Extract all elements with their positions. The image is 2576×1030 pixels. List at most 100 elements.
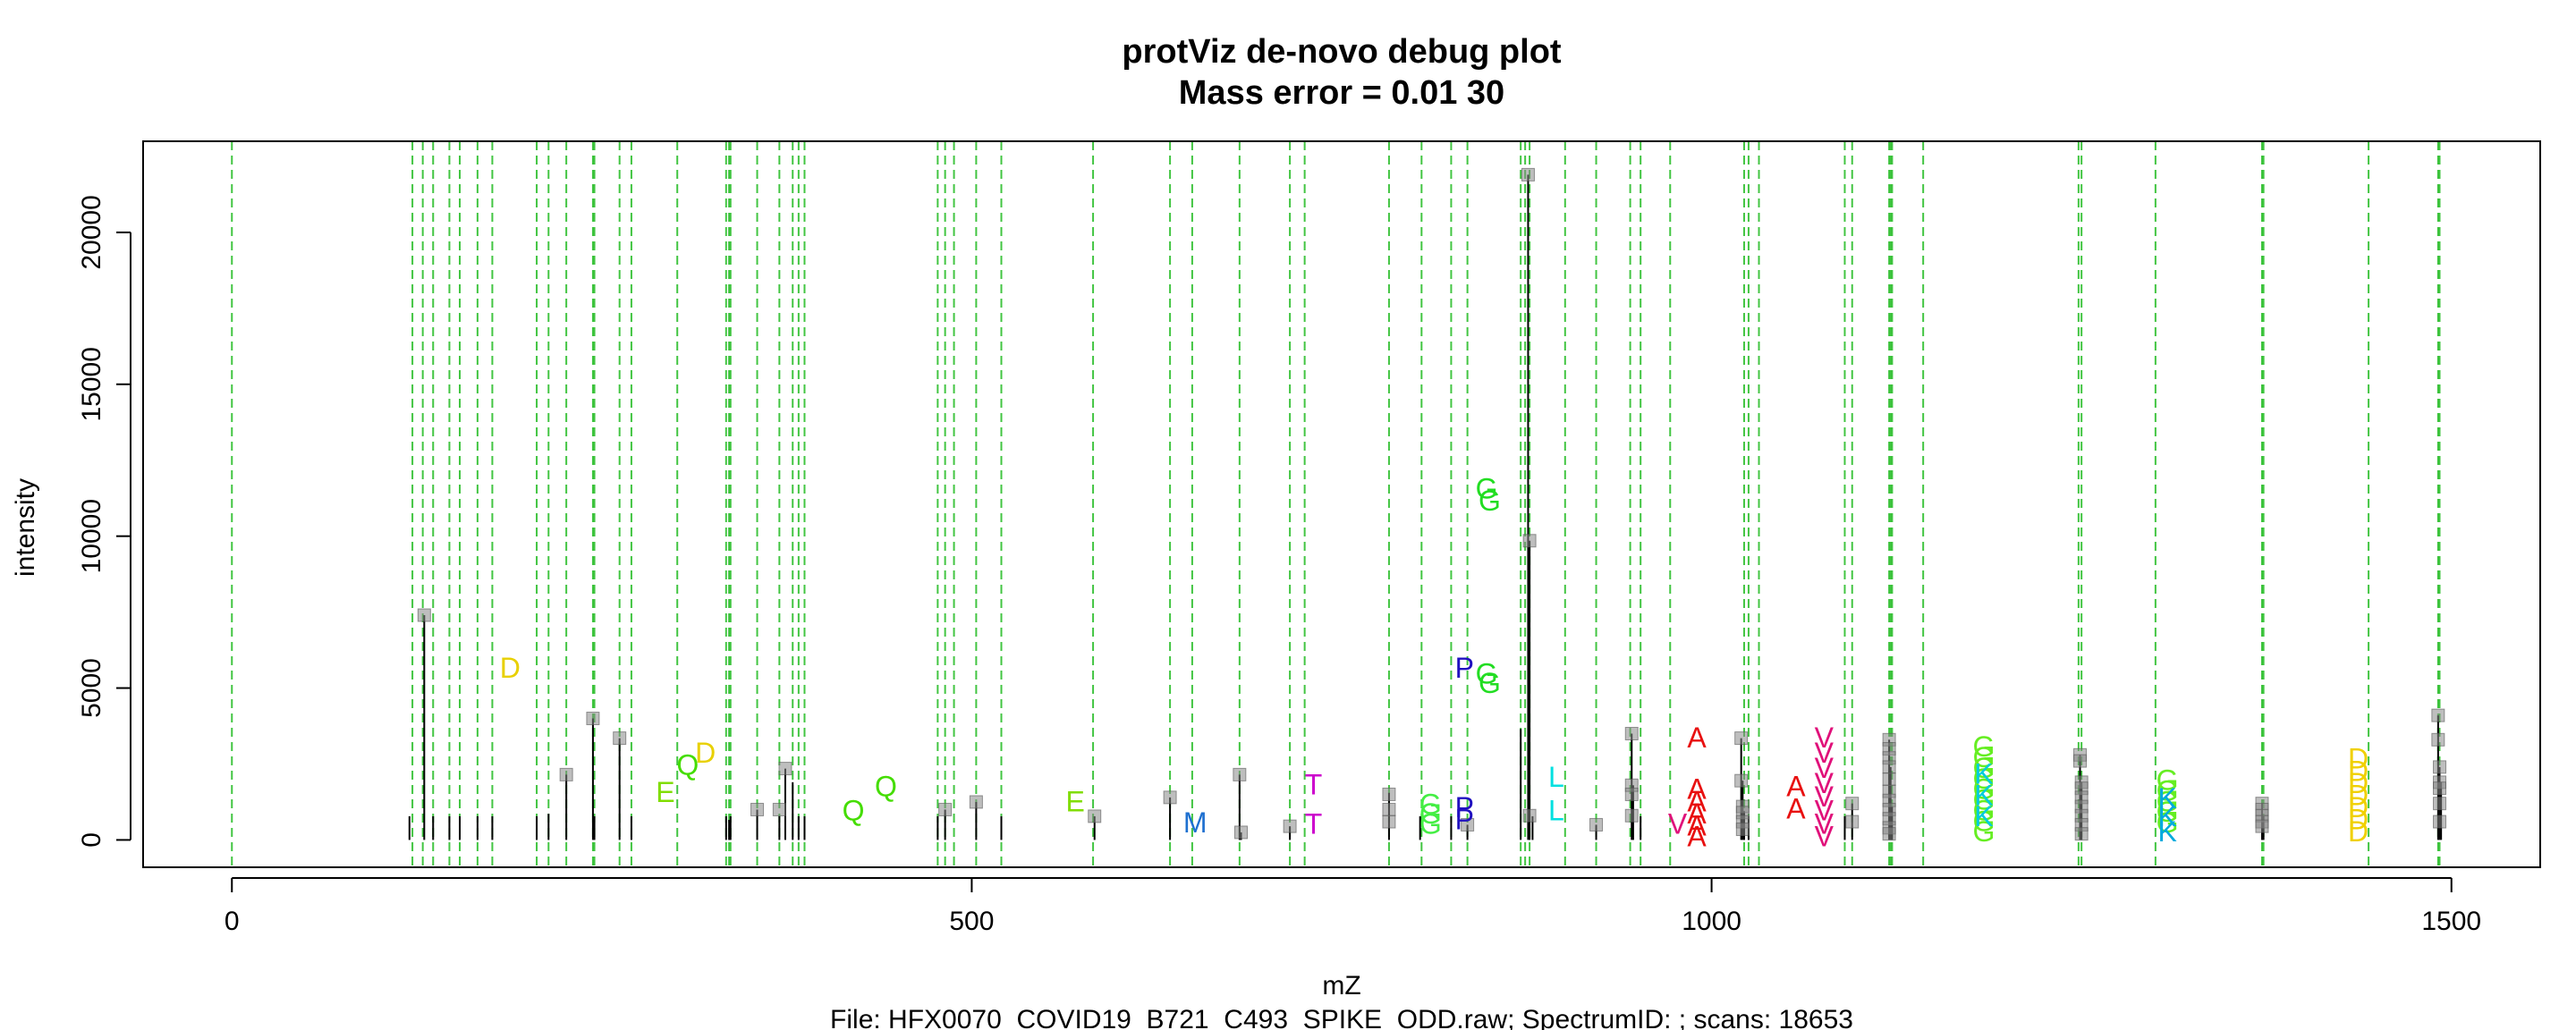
aa-label: G [1973,730,1996,763]
aa-label: K [2157,800,2176,832]
peak-marker [1882,827,1896,841]
aa-label: V [1668,808,1688,840]
aa-label: T [1305,769,1323,801]
peak-marker [1283,819,1297,833]
aa-label: G [1973,815,1996,848]
y-tick-label: 15000 [77,347,106,421]
aa-label: D [2348,779,2368,811]
aa-label: D [2348,743,2368,775]
aa-label: A [1687,785,1707,817]
aa-label: E [1066,785,1085,817]
y-axis: 0 5000 10000 15000 20000 [77,195,131,848]
aa-label: A [1687,820,1707,852]
aa-label: G [1973,794,1996,826]
file-caption: File: HFX0070_COVID19_B721_C493_SPIKE_OD… [830,1005,1853,1030]
aa-label: G [1973,752,1996,784]
aa-label: D [500,652,521,684]
aa-label: V [1815,820,1835,852]
peak-marker [1589,817,1604,832]
peak-marker [1522,808,1537,823]
aa-label: E [656,776,674,808]
peak-marker [1882,760,1896,774]
x-axis: 0 500 1000 1500 [225,877,2481,936]
aa-label: G [2157,774,2179,806]
peak-marker [1845,815,1860,829]
aa-label: M [1183,806,1208,839]
peak-marker [750,802,765,816]
aa-label: P [1455,804,1474,836]
peak-marker [613,731,627,746]
x-tick-label: 1500 [2421,907,2481,936]
aa-label: K [2157,815,2176,848]
aa-label: Q [676,748,699,781]
y-tick-label: 20000 [77,195,106,269]
chart-subtitle: Mass error = 0.01 30 [1179,74,1504,112]
aa-label: V [1815,794,1835,826]
peak-marker [1382,802,1396,816]
aa-label: P [1455,791,1474,823]
aa-label: K [1974,779,1993,811]
aa-label: G [1479,667,1501,699]
peak-marker [1088,809,1102,823]
aa-label: L [1548,761,1564,793]
aa-label: D [2348,815,2368,848]
aa-label: G [1973,805,1996,837]
y-tick-label: 5000 [77,658,106,718]
peak-marker [1461,817,1475,832]
aa-label: G [2157,785,2179,817]
aa-label: G [2157,764,2179,796]
aa-label: Q [843,794,865,826]
peak-marker [1163,790,1177,805]
aa-label: K [1974,758,1993,790]
peak-marker [1234,825,1249,840]
peak-marker [417,608,431,622]
aa-label: A [1687,722,1707,754]
x-tick-label: 500 [949,907,994,936]
aa-label: A [1687,773,1707,806]
peak-marker [969,795,983,809]
peak-marker [1845,797,1860,811]
y-tick-label: 10000 [77,499,106,573]
aa-label: A [1786,770,1806,802]
aa-label: G [1973,763,1996,795]
peak-marker [938,802,953,816]
aa-label: V [1815,767,1835,799]
aa-label: L [1548,794,1564,826]
peak-marker [2433,781,2447,796]
aa-label: G [1973,784,1996,816]
aa-label: G [2157,806,2179,839]
aa-label: G [1476,658,1498,690]
aa-label: D [2348,767,2368,799]
aa-label: D [2348,804,2368,836]
peak-marker [559,767,573,781]
aa-label: G [1419,798,1442,830]
aa-label: A [1687,798,1707,830]
x-axis-label: mZ [1322,971,1360,1000]
peak-marker [1882,772,1896,786]
y-axis-label: intensity [11,478,40,577]
peak-marker [1624,727,1639,741]
plot-frame [142,140,2541,868]
chart-title: protViz de-novo debug plot [1122,33,1561,71]
aa-label: T [1305,808,1323,840]
peak-marker [1382,787,1396,801]
peak-marker [1522,534,1537,548]
guide-lines [231,141,2441,867]
peak-marker [778,762,792,776]
aa-label: G [2157,796,2179,828]
peak-marker [1734,773,1749,788]
y-tick-label: 0 [77,832,106,848]
peak-marker [2074,827,2089,841]
aa-label: V [1815,781,1835,813]
peak-marker [2433,760,2447,774]
peak-markers [417,167,2447,841]
aa-label: V [1815,722,1835,754]
aa-label: Q [875,770,897,802]
aa-label: V [1815,752,1835,784]
aa-label: A [1786,793,1806,825]
peak-marker [1521,167,1535,182]
aa-label: P [1455,652,1474,684]
aa-label: D [2348,791,2368,823]
